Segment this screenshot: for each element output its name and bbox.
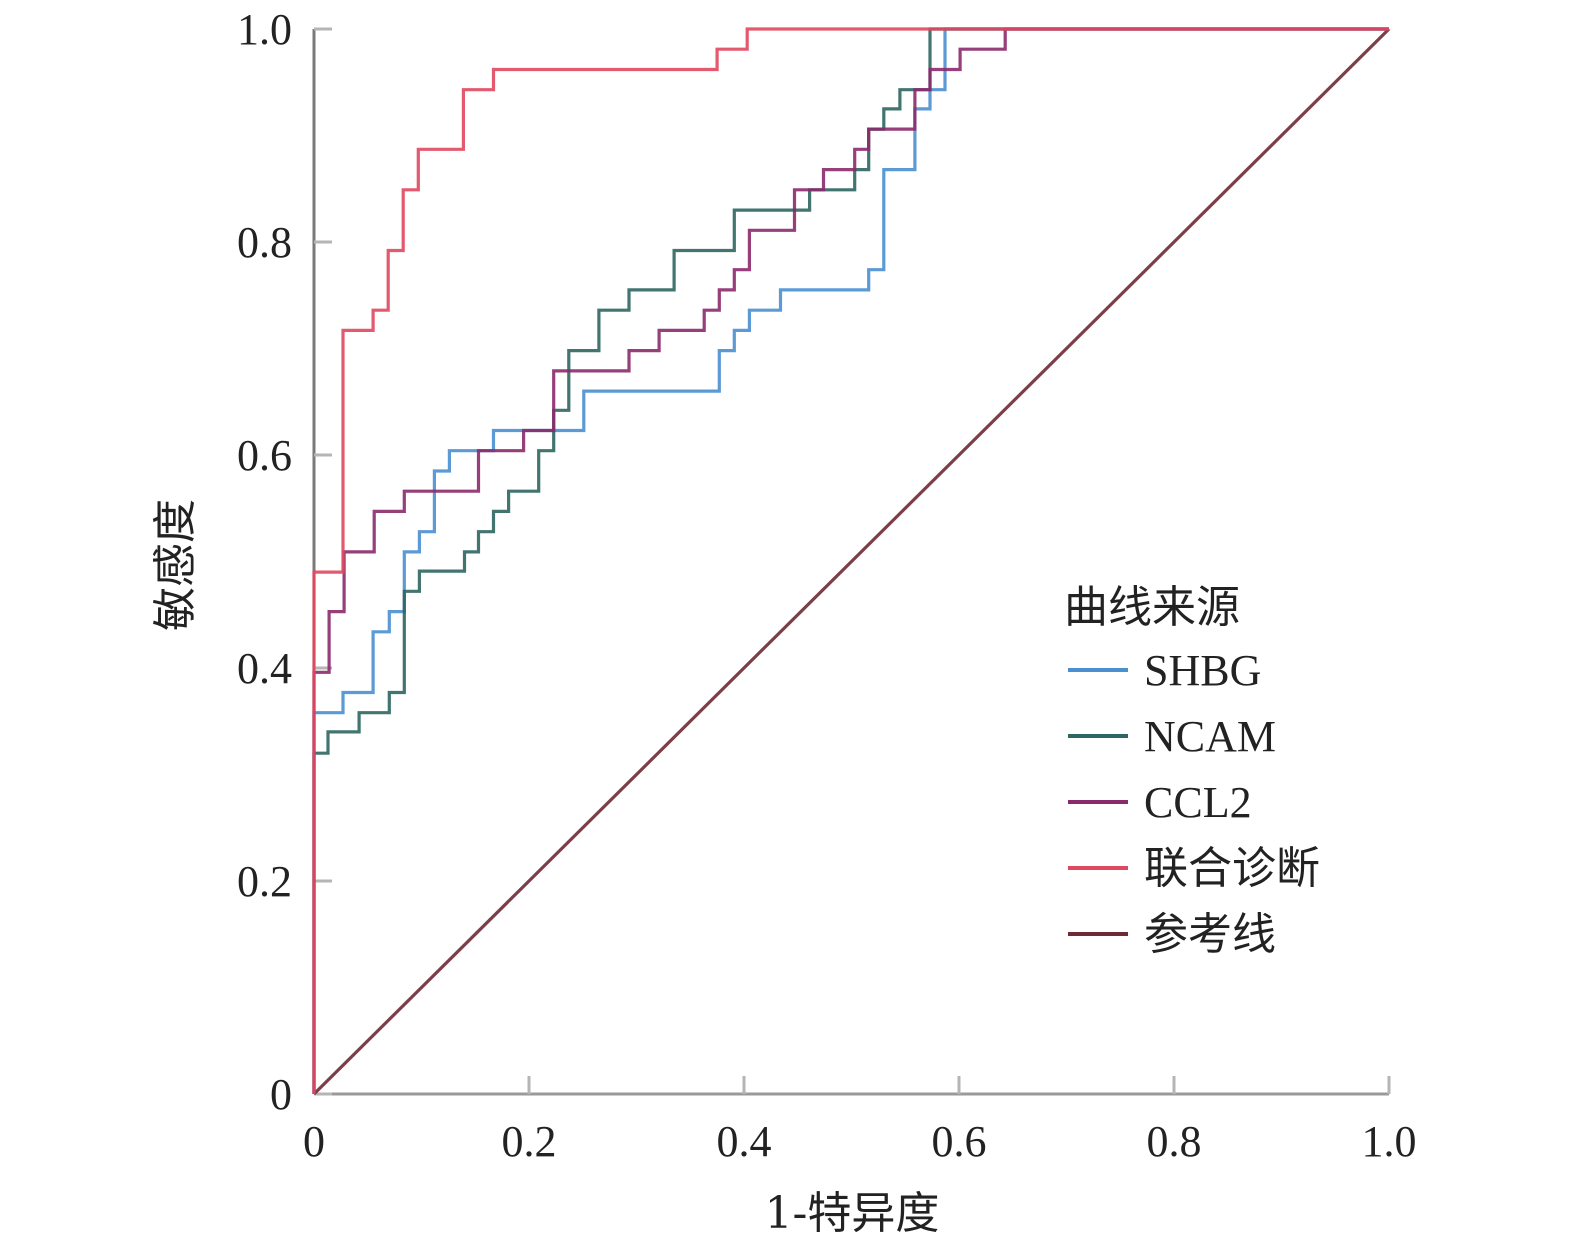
legend-title: 曲线来源 xyxy=(1064,583,1240,632)
y-tick-label: 0.2 xyxy=(237,857,292,906)
legend-label: 联合诊断 xyxy=(1144,844,1320,893)
x-tick-label: 1.0 xyxy=(1362,1117,1417,1166)
y-tick-label: 0.8 xyxy=(237,218,292,267)
legend-label: CCL2 xyxy=(1144,778,1252,827)
x-axis-title: 1-特异度 xyxy=(765,1188,940,1239)
x-tick-label: 0.2 xyxy=(502,1117,557,1166)
y-tick-label: 1.0 xyxy=(237,5,292,54)
y-tick-label: 0.6 xyxy=(237,431,292,480)
y-tick-label: 0.4 xyxy=(237,644,292,693)
series-line-4 xyxy=(312,27,1391,1096)
curves xyxy=(312,27,1391,1096)
x-tick-label: 0 xyxy=(303,1117,325,1166)
y-axis-title: 敏感度 xyxy=(150,499,201,631)
legend-label: SHBG xyxy=(1144,646,1261,695)
x-tick-label: 0.6 xyxy=(932,1117,987,1166)
x-tick-label: 0.4 xyxy=(717,1117,772,1166)
legend-label: NCAM xyxy=(1144,712,1276,761)
series-line-0 xyxy=(312,27,1389,1094)
series-line-3 xyxy=(312,27,1389,1094)
legend-label: 参考线 xyxy=(1144,910,1276,959)
y-tick-label: 0 xyxy=(270,1070,292,1119)
series-line-2 xyxy=(312,27,1389,1094)
x-tick-label: 0.8 xyxy=(1147,1117,1202,1166)
axes: 0 0.2 0.4 0.6 0.8 1.0 0 0.2 0.4 0.6 0.8 1.0 xyxy=(237,5,1417,1166)
